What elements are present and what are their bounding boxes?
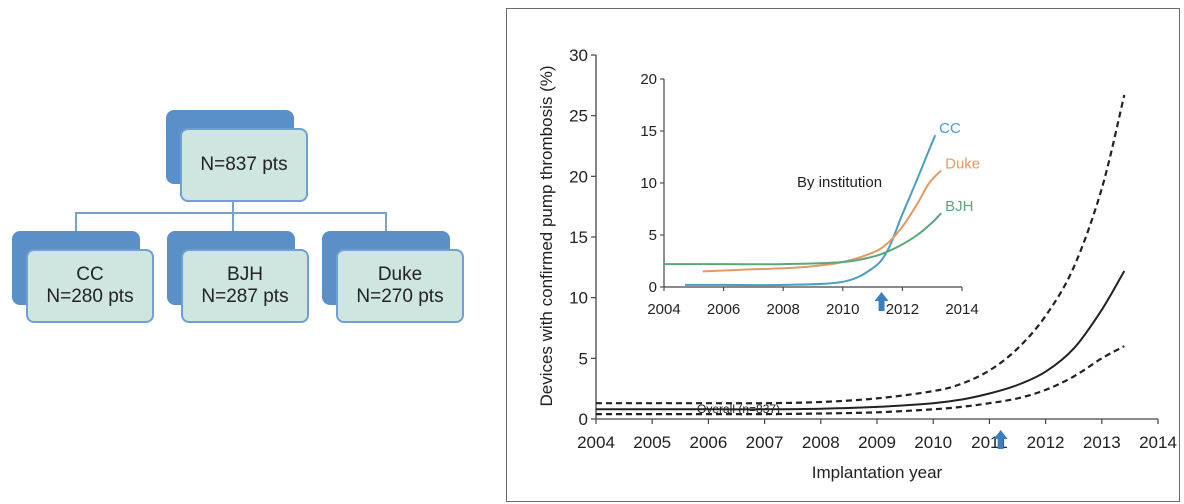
main-x-tick-label: 2006 xyxy=(689,433,727,452)
inset-arrow-icon xyxy=(874,292,889,311)
inset-x-tick-label: 2010 xyxy=(826,301,859,318)
main-x-tick-label: 2009 xyxy=(858,433,896,452)
main-x-tick-label: 2013 xyxy=(1083,433,1121,452)
inset-series-label-duke: Duke xyxy=(945,156,980,173)
connector-cc xyxy=(75,212,77,249)
inset-series-cc xyxy=(684,134,937,287)
cc-box: CC N=280 pts xyxy=(12,231,154,323)
main-x-tick-label: 2005 xyxy=(633,433,671,452)
main-x-tick-label: 2012 xyxy=(1027,433,1065,452)
duke-box-count: N=270 pts xyxy=(356,286,444,307)
main-y-tick-label: 5 xyxy=(579,349,588,368)
connector-vertical-root xyxy=(232,202,234,213)
cc-box-front: CC N=280 pts xyxy=(26,249,154,323)
inset-x-tick-label: 2014 xyxy=(945,301,978,318)
bjh-box: BJH N=287 pts xyxy=(167,231,309,323)
main-x-tick-label: 2014 xyxy=(1139,433,1177,452)
main-y-tick-label: 20 xyxy=(569,167,588,186)
main-x-axis-label: Implantation year xyxy=(812,463,943,482)
inset-series-label-cc: CC xyxy=(939,120,961,137)
inset-series-bjh xyxy=(664,212,942,266)
main-series-lower-ci xyxy=(596,345,1125,416)
inset-y-tick-label: 0 xyxy=(649,279,657,296)
inset-y-tick-label: 20 xyxy=(640,71,657,88)
main-y-tick-label: 10 xyxy=(569,289,588,308)
main-y-tick-label: 15 xyxy=(569,228,588,247)
inset-y-tick-label: 5 xyxy=(649,227,657,244)
main-y-axis-label: Devices with confirmed pump thrombosis (… xyxy=(537,65,556,406)
root-box-label: N=837 pts xyxy=(200,154,288,175)
inset-x-tick-label: 2004 xyxy=(647,301,680,318)
connector-bjh xyxy=(232,212,234,249)
main-y-tick-label: 30 xyxy=(569,46,588,65)
main-annotation: Overall (n=837) xyxy=(697,402,780,416)
main-series-estimate xyxy=(595,270,1126,411)
bjh-box-name: BJH xyxy=(227,264,263,285)
connector-duke xyxy=(385,212,387,249)
main-x-tick-label: 2007 xyxy=(746,433,784,452)
root-box: N=837 pts xyxy=(166,110,308,202)
duke-box-name: Duke xyxy=(377,264,423,285)
duke-box: Duke N=270 pts xyxy=(322,231,464,323)
main-x-tick-label: 2010 xyxy=(914,433,952,452)
inset-y-tick-label: 10 xyxy=(640,175,657,192)
inset-x-tick-label: 2012 xyxy=(886,301,919,318)
bjh-box-count: N=287 pts xyxy=(201,286,289,307)
root-box-front: N=837 pts xyxy=(180,128,308,202)
inset-series-label-bjh: BJH xyxy=(945,198,973,215)
bjh-box-front: BJH N=287 pts xyxy=(181,249,309,323)
main-y-tick-label: 0 xyxy=(579,410,588,429)
main-series-upper-ci xyxy=(595,94,1126,405)
inset-x-tick-label: 2006 xyxy=(707,301,740,318)
inset-title: By institution xyxy=(797,174,882,191)
cc-box-name: CC xyxy=(76,264,104,285)
connector-horizontal xyxy=(75,212,387,214)
inset-chart: 0 5 10 15 20 2004 2006 2008 2010 2012 2014 By insti… xyxy=(640,71,980,318)
inset-series-duke xyxy=(702,169,942,273)
inset-y-tick-label: 15 xyxy=(640,123,657,140)
main-y-tick-label: 25 xyxy=(569,107,588,126)
main-x-tick-label: 2008 xyxy=(802,433,840,452)
main-arrow-icon xyxy=(993,430,1008,449)
duke-box-front: Duke N=270 pts xyxy=(336,249,464,323)
cc-box-count: N=280 pts xyxy=(46,286,134,307)
main-x-tick-label: 2004 xyxy=(577,433,615,452)
chart-panel xyxy=(506,8,1180,502)
inset-x-tick-label: 2008 xyxy=(767,301,800,318)
